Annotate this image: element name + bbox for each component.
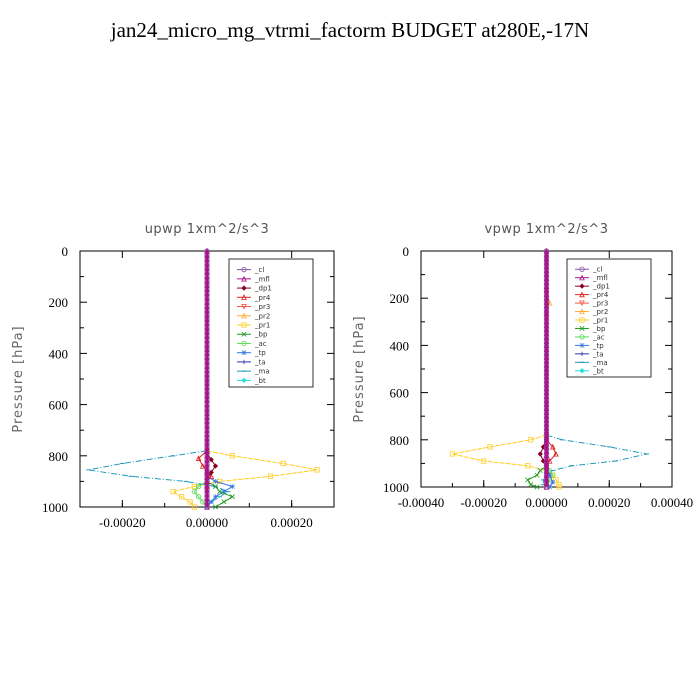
legend-item-ta: _ta xyxy=(575,350,604,358)
legend-label: _pr1 xyxy=(592,317,608,325)
series-pr1 xyxy=(170,448,320,510)
y-tick-label: 0 xyxy=(62,244,69,259)
legend-label: _pr3 xyxy=(592,300,608,308)
legend: _cl_mfl _dp1_pr4_pr3_pr2 _pr1_bp_ac_tp_ta _… xyxy=(228,258,314,388)
legend-label: _ma xyxy=(254,368,270,376)
legend-label: _pr4 xyxy=(254,294,271,302)
legend-label: _pr2 xyxy=(592,308,608,316)
legend-item-dp1: _dp1 xyxy=(575,283,610,291)
legend-label: _pr3 xyxy=(254,303,270,311)
y-axis-label: Pressure [hPa] xyxy=(11,325,26,432)
y-tick-label: 0 xyxy=(403,244,410,259)
legend-label: _dp1 xyxy=(254,285,272,293)
legend-label: _bt xyxy=(592,367,604,375)
x-tick-label: 0.00020 xyxy=(271,515,313,530)
x-tick-label: -0.00020 xyxy=(99,515,146,530)
legend-item-ma: _ma xyxy=(575,359,608,367)
legend-item-tp: _tp xyxy=(575,342,604,350)
legend-item-pr4: _pr4 xyxy=(575,291,609,299)
legend-item-pr4: _pr4 xyxy=(237,294,271,302)
legend-item-cl: _cl xyxy=(575,266,602,274)
chart-title: upwp 1xm^2/s^3 xyxy=(145,222,270,237)
legend-label: _pr1 xyxy=(254,322,270,330)
y-tick-label: 800 xyxy=(49,449,69,464)
legend-item-mfl: _mfl xyxy=(575,274,608,282)
legend-label: _tp xyxy=(592,342,604,350)
y-tick-label: 200 xyxy=(49,295,69,310)
series-line xyxy=(171,450,318,508)
legend-item-bp: _bp xyxy=(237,331,268,339)
legend-item-pr1: _pr1 xyxy=(237,322,270,330)
series-mfl xyxy=(204,247,210,510)
legend-item-pr2: _pr2 xyxy=(237,312,270,320)
legend-item-pr3: _pr3 xyxy=(237,303,270,311)
legend-item-bp: _bp xyxy=(575,325,606,333)
legend-item-pr2: _pr2 xyxy=(575,308,608,316)
y-tick-label: 400 xyxy=(49,346,69,361)
legend-label: _ta xyxy=(592,350,604,358)
legend-item-ac: _ac xyxy=(575,333,605,341)
legend-item-ta: _ta xyxy=(237,358,266,366)
y-tick-label: 1000 xyxy=(383,480,409,495)
legend-item-pr3: _pr3 xyxy=(575,300,608,308)
legend-label: _pr2 xyxy=(254,312,270,320)
legend-label: _mfl xyxy=(254,275,270,283)
chart-panel-2: vpwp 1xm^2/s^3 Pressure [hPa] 0 200 400 600 80… xyxy=(352,222,693,510)
legend-item-ac: _ac xyxy=(237,340,267,348)
legend-item-mfl: _mfl xyxy=(237,275,270,283)
legend-label: _ac xyxy=(592,333,605,341)
y-tick-label: 800 xyxy=(390,433,410,448)
x-tick-label: -0.00020 xyxy=(460,495,507,510)
page-title: jan24_micro_mg_vtrmi_factorm BUDGET at28… xyxy=(110,18,590,42)
legend-label: _pr4 xyxy=(592,291,609,299)
y-tick-label: 400 xyxy=(390,338,410,353)
legend-label: _cl xyxy=(254,266,264,274)
chart-title: vpwp 1xm^2/s^3 xyxy=(484,222,608,237)
legend: _cl_mfl_dp1_pr4_pr3_pr2_pr1_bp_ac_tp_ta_… xyxy=(566,258,652,378)
legend-label: _ac xyxy=(254,340,267,348)
x-tick-label: 0.00000 xyxy=(525,495,567,510)
legend-label: _dp1 xyxy=(592,283,610,291)
y-tick-label: 600 xyxy=(390,386,410,401)
legend-item-dp1: _dp1 xyxy=(237,285,272,293)
legend-item-bt: _bt xyxy=(237,377,266,385)
legend-label: _cl xyxy=(592,266,602,274)
series-line xyxy=(452,434,560,487)
legend-label: _tp xyxy=(254,349,266,357)
series-line xyxy=(193,480,208,508)
legend-item-pr1: _pr1 xyxy=(575,317,608,325)
legend-label: _bt xyxy=(254,377,266,385)
legend-item-ma: _ma xyxy=(237,368,270,376)
legend-item-bt: _bt xyxy=(575,367,604,375)
y-axis-label: Pressure [hPa] xyxy=(352,315,367,422)
legend-item-cl: _cl xyxy=(237,266,264,274)
legend-label: _bp xyxy=(254,331,268,339)
chart-panel-1: upwp 1xm^2/s^3 Pressure [hPa] 0 200 400 600 80… xyxy=(11,222,335,530)
y-tick-label: 600 xyxy=(49,398,69,413)
legend-label: _mfl xyxy=(592,274,608,282)
y-tick-label: 1000 xyxy=(42,500,68,515)
legend-label: _ta xyxy=(254,358,266,366)
legend-item-tp: _tp xyxy=(237,349,266,357)
x-tick-label: -0.00040 xyxy=(398,495,445,510)
y-tick-label: 200 xyxy=(390,291,410,306)
legend-label: _bp xyxy=(592,325,606,333)
x-tick-label: 0.00000 xyxy=(186,515,228,530)
x-tick-label: 0.00040 xyxy=(651,495,693,510)
legend-label: _ma xyxy=(592,359,608,367)
series-mfl xyxy=(543,247,550,490)
x-tick-label: 0.00020 xyxy=(588,495,630,510)
